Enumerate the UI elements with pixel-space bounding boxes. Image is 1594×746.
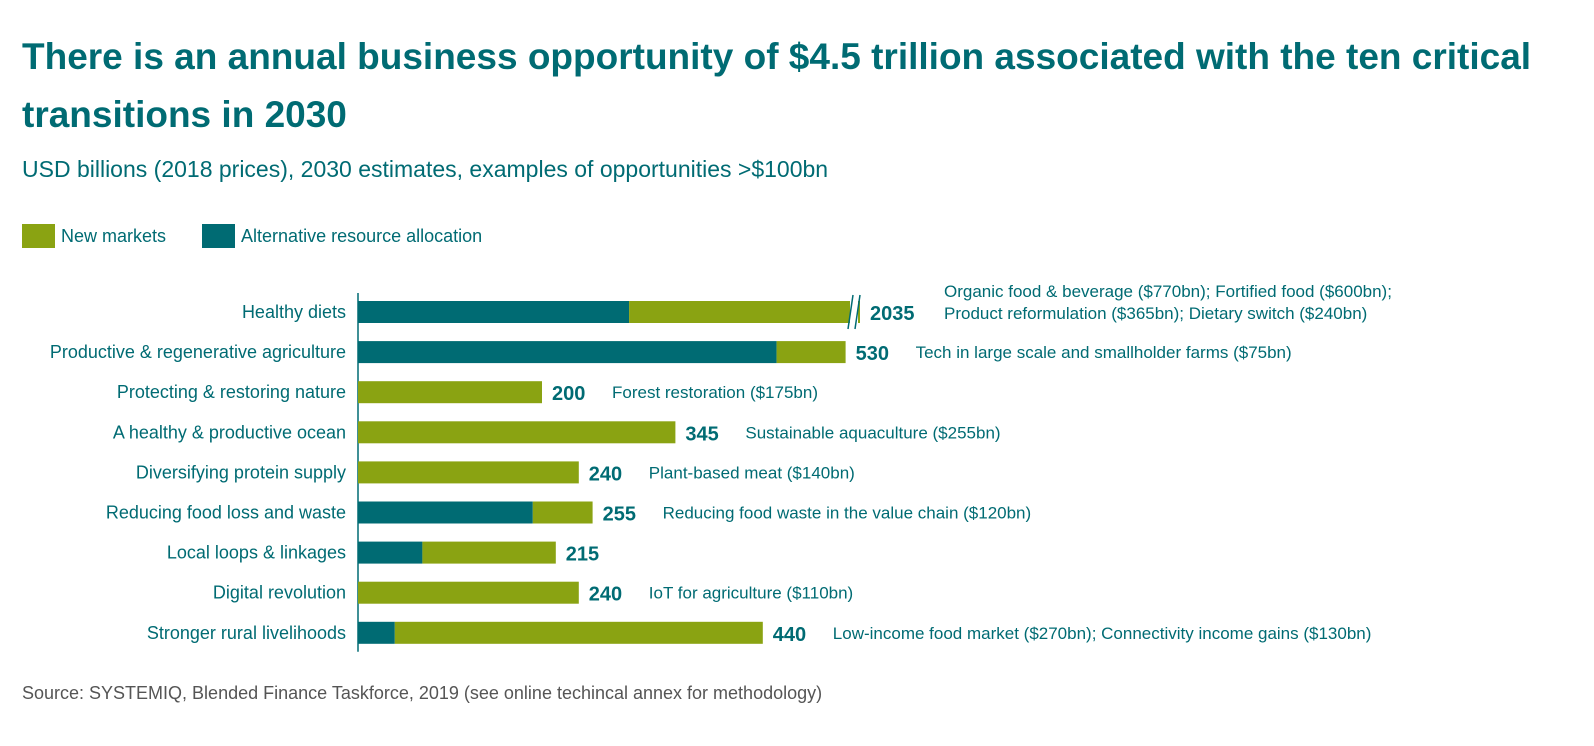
bar-alternative	[358, 501, 533, 524]
total-value-label: 345	[685, 423, 718, 445]
bar-new-markets	[776, 341, 846, 364]
category-label: Protecting & restoring nature	[117, 382, 346, 402]
legend-item-new-markets: New markets	[22, 224, 166, 248]
total-value-label: 240	[589, 584, 622, 606]
legend-swatch-alternative	[202, 224, 236, 248]
category-label: Reducing food loss and waste	[106, 503, 346, 523]
bar-alternative	[358, 341, 777, 364]
annotation-label: Plant-based meat ($140bn)	[649, 463, 855, 482]
category-label: Stronger rural livelihoods	[147, 623, 346, 643]
annotation-label: Low-income food market ($270bn); Connect…	[833, 624, 1372, 643]
axis-break-mark	[854, 294, 861, 330]
bar-alternative	[358, 541, 423, 564]
annotation-label: Organic food & beverage ($770bn); Fortif…	[944, 282, 1392, 301]
annotation-label: IoT for agriculture ($110bn)	[649, 584, 853, 603]
bar-new-markets	[358, 381, 542, 404]
axis-break-mark	[847, 294, 854, 330]
category-label: Local loops & linkages	[167, 543, 346, 563]
source-note: Source: SYSTEMIQ, Blended Finance Taskfo…	[22, 683, 823, 703]
annotation-label: Tech in large scale and smallholder farm…	[916, 343, 1292, 362]
total-value-label: 240	[589, 463, 622, 485]
chart-subtitle: USD billions (2018 prices), 2030 estimat…	[22, 156, 829, 182]
legend-label-alternative: Alternative resource allocation	[241, 225, 483, 246]
annotation-label: Sustainable aquaculture ($255bn)	[745, 423, 1000, 442]
category-label: Diversifying protein supply	[136, 462, 346, 482]
annotation-label: Product reformulation ($365bn); Dietary …	[944, 304, 1367, 323]
category-label: Digital revolution	[213, 583, 346, 603]
total-value-label: 255	[603, 504, 636, 526]
legend: New markets Alternative resource allocat…	[22, 224, 518, 248]
bar-new-markets	[629, 301, 860, 323]
bar-new-markets	[532, 501, 593, 524]
bar-new-markets	[358, 421, 676, 444]
annotation-label: Reducing food waste in the value chain (…	[663, 504, 1032, 523]
bar-new-markets	[358, 461, 579, 484]
bar-new-markets	[394, 621, 763, 644]
legend-item-alternative: Alternative resource allocation	[202, 224, 482, 248]
annotation-label: Forest restoration ($175bn)	[612, 383, 818, 402]
total-value-label: 215	[566, 544, 599, 566]
bar-new-markets	[358, 581, 579, 604]
legend-swatch-new-markets	[22, 224, 55, 248]
category-label: A healthy & productive ocean	[113, 422, 346, 442]
bar-alternative	[358, 301, 630, 323]
total-value-label: 530	[856, 343, 889, 365]
total-value-label: 440	[773, 624, 806, 646]
chart-title: There is an annual business opportunity …	[22, 36, 1532, 135]
bar-new-markets	[422, 541, 556, 564]
category-label: Healthy diets	[242, 302, 346, 322]
bar-chart: Healthy diets 2035 Organic food & beverage…	[50, 282, 1392, 652]
bar-alternative	[358, 621, 395, 644]
legend-label-new-markets: New markets	[61, 225, 167, 246]
total-value-label: 2035	[870, 303, 915, 325]
axis-break-gap	[850, 297, 858, 327]
total-value-label: 200	[552, 383, 585, 405]
category-label: Productive & regenerative agriculture	[50, 342, 346, 362]
